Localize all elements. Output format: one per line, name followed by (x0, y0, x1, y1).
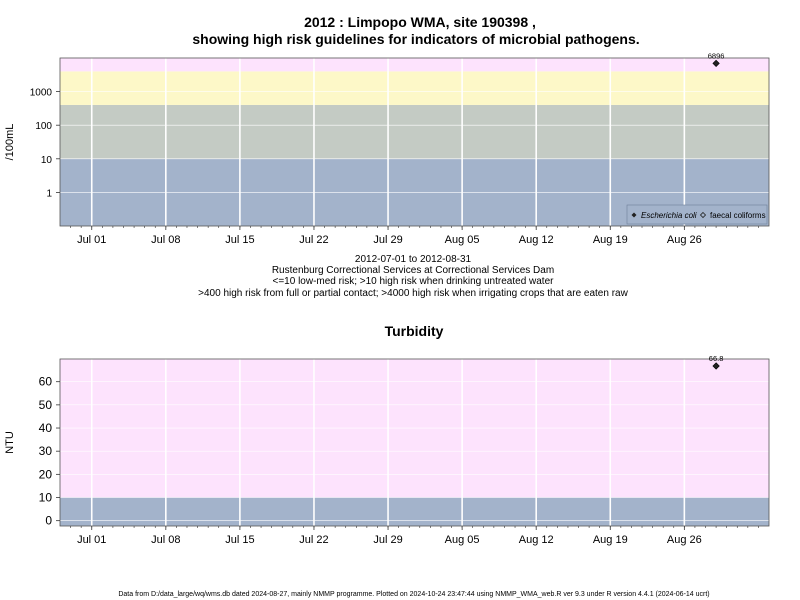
y-tick-label: 40 (39, 421, 53, 435)
risk-band (60, 497, 769, 526)
y-axis-label: /100mL (4, 124, 16, 161)
data-point (712, 362, 720, 370)
x-tick-label: Aug 05 (445, 234, 480, 246)
legend-marker-filled-diamond (631, 212, 637, 218)
risk-band (60, 71, 769, 105)
subtitle-guideline-contact: >400 high risk from full or partial cont… (198, 288, 628, 299)
microbial-panel: Jul 01 Jul 08 Jul 15 Jul 22 Jul 29 Aug 05 Aug … (4, 51, 770, 246)
chart-title-line-2: showing high risk guidelines for indicat… (192, 31, 639, 47)
y-tick-label: 20 (39, 467, 53, 481)
y-tick-label: 0 (45, 514, 52, 528)
risk-band (60, 58, 769, 72)
y-tick-label: 1 (46, 188, 52, 199)
subtitle-site-name: Rustenburg Correctional Services at Corr… (272, 265, 554, 276)
x-tick-label: Jul 01 (77, 534, 106, 546)
x-tick-label: Aug 19 (593, 234, 628, 246)
risk-band (60, 104, 769, 159)
y-tick-label: 60 (39, 375, 53, 389)
chart-title-line-1: 2012 : Limpopo WMA, site 190398 , (304, 14, 536, 30)
data-label: 6896 (708, 51, 725, 60)
x-tick-label: Jul 08 (151, 234, 180, 246)
x-tick-label: Aug 26 (667, 534, 702, 546)
x-tick-label: Jul 22 (299, 534, 328, 546)
x-tick-label: Jul 22 (299, 234, 328, 246)
x-tick-label: Aug 05 (445, 534, 480, 546)
y-tick-label: 10 (41, 155, 53, 166)
x-tick-label: Aug 26 (667, 234, 702, 246)
footer-note: Data from D:/data_large/wq/wms.db dated … (118, 591, 709, 598)
x-tick-label: Jul 29 (373, 534, 402, 546)
x-tick-label: Jul 15 (225, 534, 254, 546)
turbidity-title: Turbidity (385, 323, 444, 339)
x-tick-label: Jul 29 (373, 234, 402, 246)
y-tick-label: 100 (35, 121, 52, 132)
turbidity-panel: Jul 01 Jul 08 Jul 15 Jul 22 Jul 29 Aug 05 Aug … (4, 354, 770, 546)
x-tick-label: Jul 01 (77, 234, 106, 246)
plot-frame (59, 358, 770, 527)
y-tick-label: 10 (39, 491, 53, 505)
legend-marker-open-diamond (699, 211, 707, 219)
x-tick-label: Aug 12 (519, 534, 554, 546)
legend-box (626, 204, 768, 225)
x-tick-label: Jul 08 (151, 534, 180, 546)
y-tick-label: 50 (39, 398, 53, 412)
x-tick-label: Aug 19 (593, 534, 628, 546)
y-tick-label: 1000 (30, 88, 53, 99)
y-tick-label: 30 (39, 444, 53, 458)
x-tick-label: Aug 12 (519, 234, 554, 246)
subtitle-date-range: 2012-07-01 to 2012-08-31 (355, 254, 472, 265)
plot-frame (59, 57, 770, 227)
x-tick-label: Jul 15 (225, 234, 254, 246)
data-label: 66.8 (709, 354, 724, 363)
data-point (712, 59, 720, 68)
legend: Escherichia coli faecal coliforms (626, 204, 768, 225)
y-axis-label: NTU (4, 431, 16, 454)
subtitle-guideline-drinking: <=10 low-med risk; >10 high risk when dr… (273, 276, 555, 287)
legend-label: Escherichia coli (641, 211, 697, 220)
legend-label: faecal coliforms (710, 211, 766, 220)
